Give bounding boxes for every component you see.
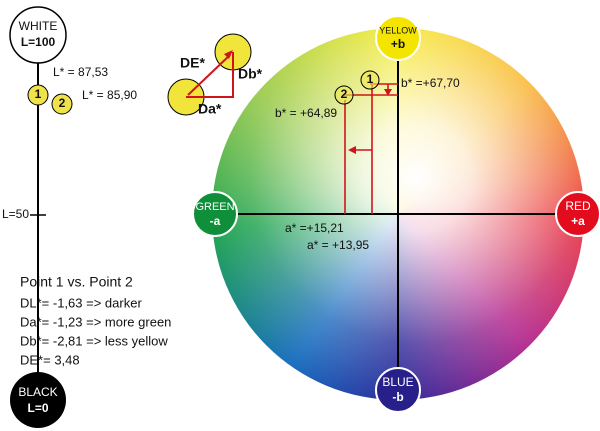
l-reading-1: L* = 87,53 xyxy=(53,65,108,79)
de-hypotenuse xyxy=(187,54,231,96)
de-legs xyxy=(186,52,234,98)
wheel-point-2 xyxy=(334,85,354,105)
wheel-point-1 xyxy=(360,70,380,90)
l-point-1-label: 1 xyxy=(35,87,42,101)
yellow-circle xyxy=(375,15,421,61)
db-label: Db* xyxy=(238,66,263,82)
comparison-line: DE*= 3,48 xyxy=(20,352,80,367)
b-arrow xyxy=(384,89,392,96)
black-value: L=0 xyxy=(27,401,48,415)
a-arrow xyxy=(348,146,356,154)
blue-circle xyxy=(375,367,421,413)
yellow-name: YELLOW xyxy=(379,25,417,35)
comparison-title: Point 1 vs. Point 2 xyxy=(20,274,133,290)
white-circle xyxy=(9,6,67,64)
l-point-2-label: 2 xyxy=(59,96,66,110)
red-circle xyxy=(555,191,600,237)
a-reading-1: a* =+15,21 xyxy=(285,221,344,235)
de-arrow xyxy=(224,50,233,59)
white-value: L=100 xyxy=(21,35,56,49)
de-label: DE* xyxy=(180,55,205,71)
l-reading-2: L* = 85,90 xyxy=(82,88,137,102)
green-circle xyxy=(192,191,238,237)
b-reading-1: b* =+67,70 xyxy=(401,76,460,90)
da-label: Da* xyxy=(198,101,222,117)
l-point-1 xyxy=(27,84,49,106)
yellow-sign: +b xyxy=(391,37,405,51)
l-mid-label: L=50 xyxy=(2,207,29,221)
wheel-point-2-label: 2 xyxy=(341,87,348,101)
comparison-line: Db*= -2,81 => less yellow xyxy=(20,333,168,348)
blue-name: BLUE xyxy=(382,375,413,389)
wheel-point-1-label: 1 xyxy=(367,72,374,86)
black-circle xyxy=(10,372,66,428)
comparison-line: DL*= -1,63 => darker xyxy=(20,295,142,310)
green-sign: -a xyxy=(210,214,221,228)
b-reading-2: b* = +64,89 xyxy=(275,106,337,120)
red-name: RED xyxy=(565,199,591,213)
comparison-line: Da*= -1,23 => more green xyxy=(20,314,171,329)
blue-sign: -b xyxy=(392,390,403,404)
black-label: BLACK xyxy=(18,385,57,399)
green-name: GREEN xyxy=(195,201,234,213)
l-point-2 xyxy=(51,93,73,115)
red-sign: +a xyxy=(571,214,585,228)
white-label: WHITE xyxy=(19,19,58,33)
a-reading-2: a* = +13,95 xyxy=(307,238,369,252)
